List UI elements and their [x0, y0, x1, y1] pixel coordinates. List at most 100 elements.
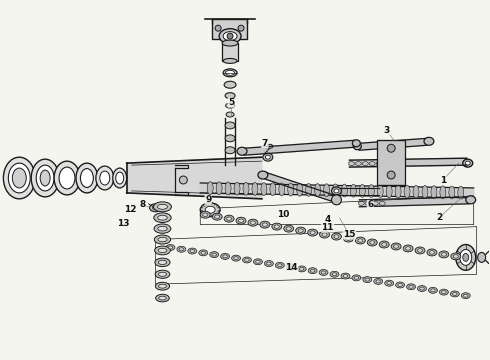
Ellipse shape — [386, 185, 392, 198]
Ellipse shape — [207, 182, 213, 194]
Ellipse shape — [403, 245, 413, 252]
Ellipse shape — [225, 122, 235, 129]
Ellipse shape — [200, 211, 210, 218]
Ellipse shape — [256, 260, 260, 263]
Ellipse shape — [225, 135, 235, 142]
Ellipse shape — [334, 189, 339, 193]
Ellipse shape — [270, 183, 276, 196]
Ellipse shape — [158, 248, 167, 253]
Ellipse shape — [149, 204, 162, 212]
Ellipse shape — [157, 204, 168, 209]
Ellipse shape — [152, 206, 158, 210]
Ellipse shape — [158, 226, 167, 231]
Ellipse shape — [297, 266, 306, 272]
Text: 3: 3 — [383, 126, 390, 135]
Ellipse shape — [310, 269, 315, 272]
Ellipse shape — [297, 183, 303, 196]
Ellipse shape — [370, 241, 375, 244]
Ellipse shape — [234, 257, 238, 260]
Ellipse shape — [334, 235, 339, 238]
Ellipse shape — [395, 185, 401, 198]
Polygon shape — [244, 140, 354, 155]
Ellipse shape — [177, 246, 186, 252]
Text: 13: 13 — [118, 219, 130, 228]
Ellipse shape — [451, 253, 461, 260]
Ellipse shape — [353, 143, 361, 150]
Ellipse shape — [237, 147, 247, 155]
Ellipse shape — [155, 246, 171, 255]
Ellipse shape — [332, 273, 337, 276]
Ellipse shape — [439, 251, 449, 258]
Ellipse shape — [323, 184, 329, 197]
Ellipse shape — [265, 261, 273, 266]
Ellipse shape — [250, 221, 255, 224]
Ellipse shape — [342, 184, 347, 197]
Ellipse shape — [155, 282, 170, 290]
Ellipse shape — [225, 70, 235, 75]
Ellipse shape — [158, 215, 167, 220]
Text: 7: 7 — [262, 139, 268, 148]
Ellipse shape — [225, 103, 235, 108]
Ellipse shape — [154, 213, 171, 222]
Ellipse shape — [156, 294, 169, 302]
Ellipse shape — [201, 251, 205, 254]
Ellipse shape — [382, 243, 387, 246]
Ellipse shape — [420, 287, 424, 290]
Ellipse shape — [429, 251, 435, 254]
Circle shape — [179, 176, 187, 184]
Ellipse shape — [212, 253, 217, 256]
Ellipse shape — [322, 233, 327, 236]
Ellipse shape — [220, 253, 230, 260]
Ellipse shape — [346, 237, 351, 240]
Ellipse shape — [460, 249, 472, 265]
Ellipse shape — [393, 245, 399, 248]
Ellipse shape — [456, 244, 476, 270]
Bar — [222, 43, 238, 61]
Ellipse shape — [54, 161, 80, 195]
Ellipse shape — [223, 58, 237, 63]
Ellipse shape — [96, 166, 114, 190]
Ellipse shape — [319, 231, 329, 238]
Circle shape — [227, 33, 233, 39]
Ellipse shape — [288, 183, 294, 196]
Ellipse shape — [263, 223, 268, 226]
Polygon shape — [359, 138, 427, 150]
Ellipse shape — [31, 159, 59, 197]
Circle shape — [387, 144, 395, 152]
Circle shape — [387, 171, 395, 179]
Ellipse shape — [100, 171, 110, 185]
Ellipse shape — [232, 255, 241, 261]
Ellipse shape — [226, 112, 234, 117]
Ellipse shape — [113, 168, 127, 188]
Ellipse shape — [363, 276, 372, 283]
Ellipse shape — [391, 243, 401, 250]
Ellipse shape — [310, 231, 315, 234]
Ellipse shape — [368, 185, 374, 198]
Ellipse shape — [261, 183, 267, 195]
Ellipse shape — [319, 270, 328, 275]
Ellipse shape — [225, 147, 235, 154]
Ellipse shape — [365, 278, 369, 281]
Ellipse shape — [465, 161, 470, 165]
Ellipse shape — [225, 182, 231, 195]
Ellipse shape — [224, 215, 234, 222]
Ellipse shape — [440, 289, 448, 295]
Ellipse shape — [376, 280, 380, 283]
Ellipse shape — [422, 185, 428, 198]
Ellipse shape — [188, 248, 197, 254]
Ellipse shape — [286, 264, 295, 270]
Ellipse shape — [200, 203, 220, 217]
Ellipse shape — [245, 258, 249, 261]
Text: 14: 14 — [285, 263, 298, 272]
Ellipse shape — [333, 184, 339, 197]
Circle shape — [332, 195, 342, 205]
Ellipse shape — [413, 185, 419, 198]
Ellipse shape — [222, 40, 238, 46]
Ellipse shape — [279, 183, 285, 196]
Ellipse shape — [266, 155, 270, 159]
Ellipse shape — [159, 284, 167, 288]
Ellipse shape — [350, 184, 356, 197]
Ellipse shape — [275, 262, 284, 268]
Ellipse shape — [236, 217, 246, 224]
Ellipse shape — [417, 249, 422, 252]
